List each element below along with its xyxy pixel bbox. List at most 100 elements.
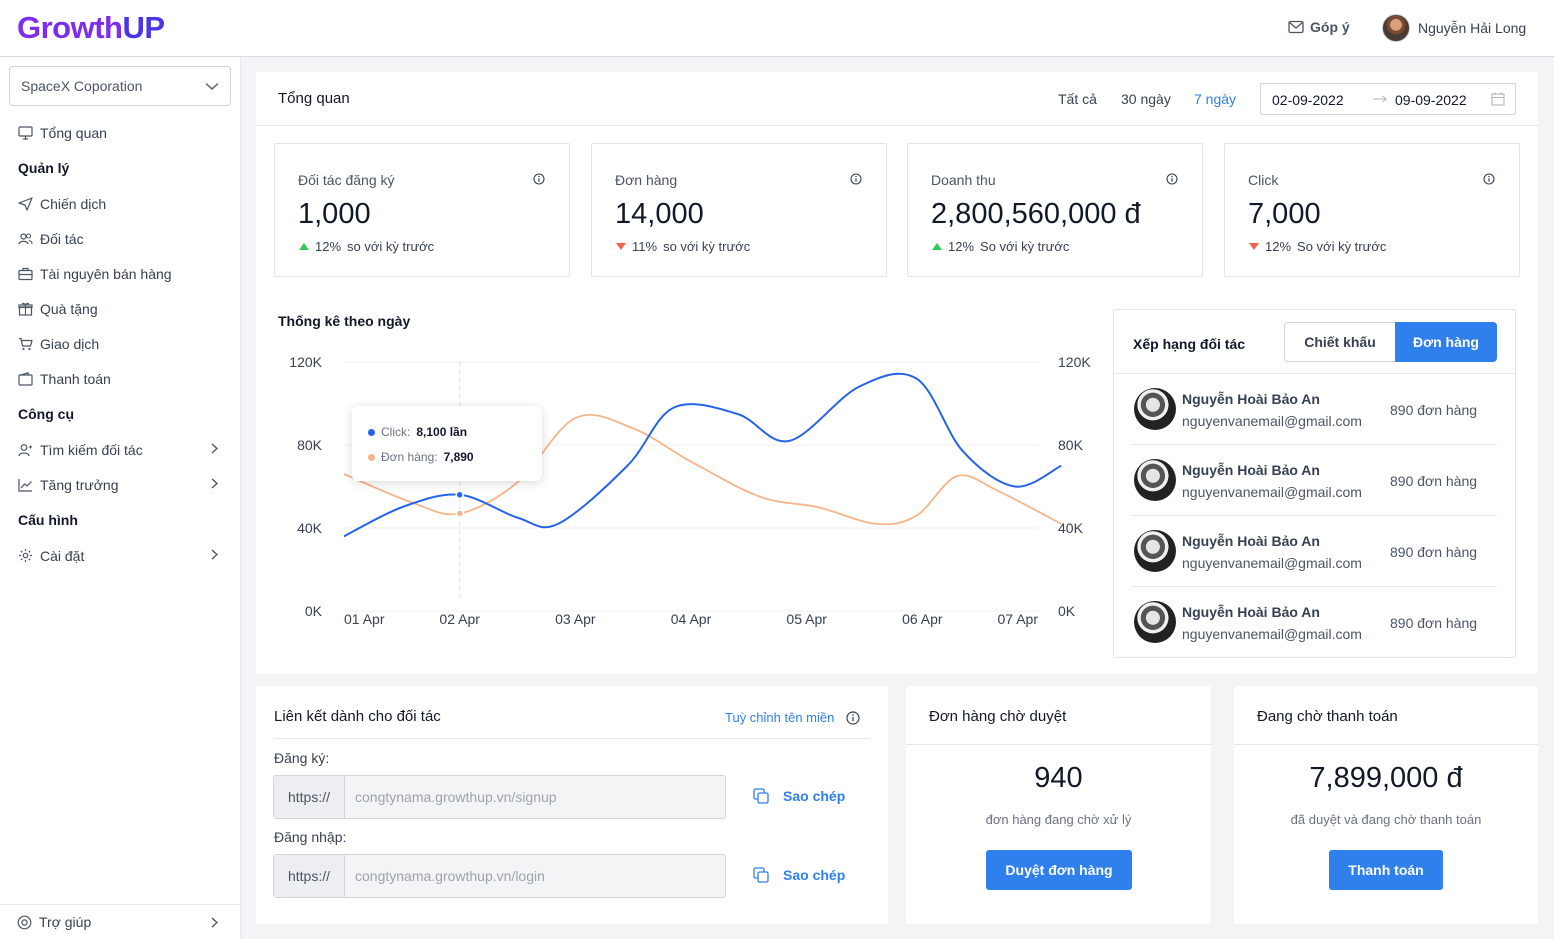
partner-email: nguyenvanemail@gmail.com	[1182, 413, 1362, 429]
stat-compare-text: so với kỳ trước	[663, 239, 751, 254]
range-30-days[interactable]: 30 ngày	[1121, 91, 1171, 107]
list-item[interactable]: Nguyễn Hoài Bảo An nguyenvanemail@gmail.…	[1132, 587, 1497, 658]
logo-text-growth: Growth	[17, 10, 123, 45]
signup-label: Đăng ký:	[274, 750, 330, 766]
sidebar-item-help[interactable]: Trợ giúp	[0, 904, 240, 939]
info-icon[interactable]	[850, 173, 862, 185]
customize-domain-link[interactable]: Tuỳ chỉnh tên miền	[725, 710, 860, 725]
stat-card-orders: Đơn hàng 14,000 11% so với kỳ trước	[591, 143, 887, 277]
divider	[1234, 744, 1538, 745]
send-icon	[18, 196, 33, 211]
stat-change: 12%	[1265, 239, 1292, 254]
sidebar-item-find-partner[interactable]: Tìm kiếm đối tác	[0, 432, 240, 467]
sidebar-item-gifts[interactable]: Quà tặng	[0, 291, 240, 326]
x-tick-label: 06 Apr	[902, 611, 943, 627]
monitor-icon	[18, 125, 33, 140]
chevron-right-icon	[211, 917, 218, 928]
range-7-days[interactable]: 7 ngày	[1194, 91, 1237, 107]
chevron-right-icon	[211, 443, 218, 454]
info-icon[interactable]	[1483, 173, 1495, 185]
trend-up-icon	[932, 243, 942, 250]
links-title: Liên kết dành cho đối tác	[274, 708, 441, 725]
partner-ranking: Xếp hạng đối tác Chiết khấu Đơn hàng Ngu…	[1113, 309, 1516, 658]
sidebar-item-settings[interactable]: Cài đặt	[0, 538, 240, 573]
info-icon[interactable]	[1166, 173, 1178, 185]
user-menu[interactable]: Nguyễn Hải Long	[1382, 14, 1526, 42]
stat-value: 2,800,560,000 đ	[931, 198, 1141, 230]
copy-icon	[753, 788, 769, 804]
list-item[interactable]: Nguyễn Hoài Bảo An nguyenvanemail@gmail.…	[1132, 516, 1497, 587]
tab-discount[interactable]: Chiết khấu	[1284, 322, 1395, 362]
chevron-down-icon	[205, 82, 219, 90]
logo-text-up: UP	[122, 10, 166, 45]
x-tick-label: 03 Apr	[555, 611, 596, 627]
pending-orders-value: 940	[1034, 762, 1083, 794]
stat-card-partners: Đối tác đăng ký 1,000 12% so với kỳ trước	[274, 143, 570, 277]
help-icon	[17, 915, 32, 929]
list-item[interactable]: Nguyễn Hoài Bảo An nguyenvanemail@gmail.…	[1132, 374, 1497, 445]
y-tick-label-right: 80K	[1058, 437, 1084, 453]
date-to: 09-09-2022	[1395, 92, 1467, 108]
sidebar-item-sales-resources[interactable]: Tài nguyên bán hàng	[0, 256, 240, 291]
section-manage: Quản lý	[18, 160, 70, 176]
trend-down-icon	[1249, 243, 1259, 250]
avatar	[1134, 459, 1176, 501]
signup-url-field[interactable]: https:// congtynama.growthup.vn/signup	[273, 775, 726, 819]
trend-up-icon	[299, 243, 309, 250]
partner-email: nguyenvanemail@gmail.com	[1182, 555, 1362, 571]
section-tools: Công cụ	[18, 406, 74, 422]
avatar	[1134, 530, 1176, 572]
sidebar-item-growth[interactable]: Tăng trưởng	[0, 467, 240, 502]
partner-email: nguyenvanemail@gmail.com	[1182, 484, 1362, 500]
page-title: Tổng quan	[278, 90, 350, 107]
sidebar-item-overview[interactable]: Tổng quan	[0, 115, 240, 150]
section-config: Cấu hình	[18, 512, 78, 528]
stat-value: 7,000	[1248, 198, 1321, 230]
x-tick-label: 07 Apr	[998, 611, 1039, 627]
sidebar-item-payment[interactable]: Thanh toán	[0, 361, 240, 396]
copy-login-button[interactable]: Sao chép	[753, 867, 845, 883]
copy-label: Sao chép	[783, 867, 846, 883]
sidebar-item-label: Tăng trưởng	[40, 476, 119, 493]
stat-compare: 11% so với kỳ trước	[616, 239, 750, 254]
pay-button[interactable]: Thanh toán	[1329, 850, 1443, 890]
y-tick-label-left: 0K	[305, 603, 323, 619]
daily-stats-chart: 120K 120K 80K 80K 40K 40K 0K 0K 01 Apr 02 Apr 03 A…	[289, 354, 1091, 627]
approve-orders-button[interactable]: Duyệt đơn hàng	[986, 850, 1132, 890]
partner-order-count: 890 đơn hàng	[1390, 615, 1478, 631]
copy-signup-button[interactable]: Sao chép	[753, 788, 845, 804]
stat-compare-text: so với kỳ trước	[347, 239, 435, 254]
pending-orders-card: Đơn hàng chờ duyệt 940 đơn hàng đang chờ…	[906, 686, 1211, 924]
tooltip-click-label: Click:	[381, 425, 411, 439]
list-item[interactable]: Nguyễn Hoài Bảo An nguyenvanemail@gmail.…	[1132, 445, 1497, 516]
partner-links-panel: Liên kết dành cho đối tác Tuỳ chỉnh tên …	[256, 686, 888, 924]
sidebar-item-label: Quà tặng	[40, 300, 98, 317]
login-url-field[interactable]: https:// congtynama.growthup.vn/login	[273, 854, 726, 898]
date-range-picker[interactable]: 02-09-2022 09-09-2022	[1260, 83, 1516, 115]
sidebar-item-partner[interactable]: Đối tác	[0, 221, 240, 256]
stat-label: Đơn hàng	[615, 172, 678, 188]
x-tick-label: 02 Apr	[439, 611, 480, 627]
tooltip-click-value: 8,100 lần	[416, 425, 468, 439]
partner-name: Nguyễn Hoài Bảo An	[1182, 604, 1320, 620]
sidebar-item-label: Chiến dịch	[40, 195, 107, 212]
tab-orders[interactable]: Đơn hàng	[1395, 322, 1497, 362]
sidebar-item-campaign[interactable]: Chiến dịch	[0, 186, 240, 221]
arrow-right-icon	[1373, 95, 1387, 103]
sidebar: SpaceX Coporation Tổng quan Quản lý Chiế…	[0, 57, 241, 939]
pending-payment-title: Đang chờ thanh toán	[1257, 708, 1398, 725]
hover-point-click	[455, 490, 464, 500]
users-icon	[18, 232, 33, 244]
sidebar-item-transactions[interactable]: Giao dịch	[0, 326, 240, 361]
legend-dot	[368, 428, 375, 436]
tooltip-order-row: Đơn hàng: 7,890	[368, 450, 474, 464]
x-tick-label: 04 Apr	[671, 611, 712, 627]
partner-order-count: 890 đơn hàng	[1390, 544, 1478, 560]
company-select[interactable]: SpaceX Coporation	[9, 66, 231, 106]
feedback-button[interactable]: Góp ý	[1288, 19, 1350, 35]
range-all[interactable]: Tất cả	[1058, 91, 1097, 107]
series-line-orders	[343, 413, 1062, 526]
logo[interactable]: GrowthUP	[17, 9, 165, 47]
info-icon[interactable]	[533, 173, 545, 185]
y-tick-label-left: 120K	[289, 354, 322, 370]
